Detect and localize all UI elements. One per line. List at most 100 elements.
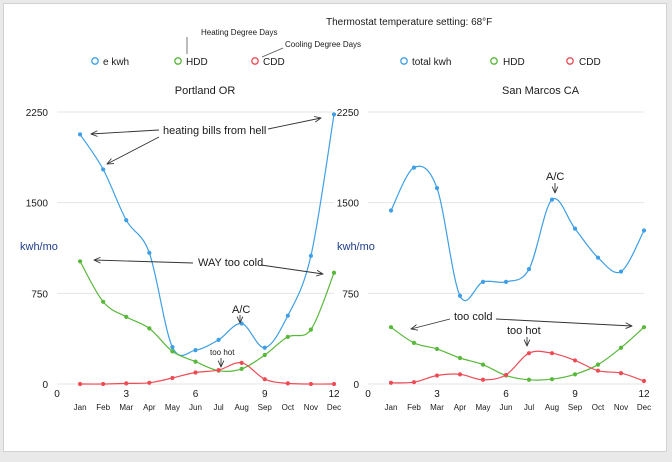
month-label: Feb [96,403,110,412]
data-point-hdd [457,355,463,361]
legend-left: e kwh HDD CDD [91,57,285,68]
month-label: Jun [189,403,202,412]
data-point-cdd [331,381,337,387]
annotation-ac: A/C [232,304,250,316]
data-point-cdd [262,377,267,382]
month-label: May [165,403,180,412]
annotation-heating-bills: heating bills from hell [163,125,266,137]
data-point-hdd [526,377,532,382]
data-point-hdd [285,334,290,339]
annotation-way-too-cold: WAY too cold [198,257,263,269]
legend-kwh-marker [91,57,99,65]
data-point-cdd [193,370,198,375]
data-point-hdd [193,359,198,364]
data-point-hdd [480,362,486,367]
data-point-hdd [101,299,106,304]
data-point-cdd [147,380,152,385]
month-label: Feb [407,403,421,412]
month-label: Jul [524,403,534,412]
data-point-hdd [308,327,314,332]
data-point-hdd [147,326,152,331]
x-tick-label: 9 [262,389,268,400]
data-point-hdd [388,325,394,330]
month-label: May [475,403,490,412]
data-point-kwh [77,132,83,137]
data-point-cdd [388,380,394,385]
data-point-hdd [434,346,440,352]
data-point-cdd [618,371,624,376]
data-point-hdd [549,377,555,382]
data-point-cdd [595,368,601,373]
month-label: Nov [614,403,628,412]
data-point-cdd [526,351,532,356]
data-point-kwh [308,253,314,258]
month-label: Dec [637,403,651,412]
data-point-kwh [411,165,417,170]
annotation-arrow [107,136,160,164]
month-label: Jul [213,403,223,412]
data-point-kwh [480,279,486,284]
data-point-cdd [549,351,555,356]
annotation-too-hot: too hot [507,325,541,337]
data-point-cdd [572,358,578,363]
data-point-hdd [77,259,83,264]
data-point-hdd [170,349,175,354]
data-point-kwh [388,208,394,213]
annotation-arrow [94,260,194,263]
y-axis-label-left: kwh/mo [20,241,58,253]
legend-kwh-label: total kwh [412,57,451,68]
annotation-arrow [495,318,632,326]
data-point-cdd [434,373,440,378]
y-tick-label: 1500 [26,199,49,210]
legend-kwh-label: e kwh [103,57,129,68]
series-line-hdd [79,261,335,372]
month-label: Mar [430,403,444,412]
month-label: Jun [500,403,513,412]
month-label: Oct [592,403,605,412]
data-point-hdd [572,372,578,377]
x-tick-label: 12 [638,389,650,400]
data-point-kwh [503,279,509,284]
x-tick-label: 9 [572,389,578,400]
data-point-kwh [262,345,267,350]
data-point-kwh [124,218,129,223]
month-label: Aug [545,403,559,412]
data-point-cdd [239,360,244,365]
data-point-kwh [193,348,198,353]
annotation-ac: A/C [546,171,564,183]
data-point-cdd [124,381,129,386]
x-tick-label: 3 [434,389,440,400]
cdd-note: Cooling Degree Days [285,40,361,49]
data-point-kwh [641,228,647,233]
annotation-too-cold: too cold [454,311,493,323]
x-tick-label: 12 [328,389,340,400]
legend-hdd-label: HDD [186,57,208,68]
data-point-hdd [411,340,417,345]
data-point-cdd [641,378,647,384]
legend-cdd-marker [251,57,259,65]
data-point-kwh [618,269,624,274]
data-point-hdd [641,325,647,330]
y-tick-label: 2250 [26,108,49,119]
data-point-cdd [77,381,83,387]
month-label: Dec [327,403,341,412]
month-label: Nov [304,403,318,412]
legend-cdd-label: CDD [263,57,285,68]
y-axis-label-right: kwh/mo [337,241,375,253]
data-point-hdd [239,366,244,371]
month-label: Oct [282,403,295,412]
y-tick-label: 750 [342,289,359,300]
month-label: Apr [454,403,467,412]
data-point-hdd [262,352,267,358]
data-point-kwh [331,112,337,117]
data-point-cdd [170,375,175,381]
annotations-left: heating bills from hell WAY too cold A/C… [91,118,323,367]
x-tick-label: 0 [365,389,371,400]
y-tick-label: 0 [42,380,48,391]
data-point-cdd [101,381,106,387]
annotation-arrow [91,129,160,134]
legend-right: total kwh HDD CDD [400,57,601,68]
thermostat-note: Thermostat temperature setting: 68°F [326,17,492,28]
data-point-kwh [170,345,175,350]
data-point-cdd [480,377,486,382]
